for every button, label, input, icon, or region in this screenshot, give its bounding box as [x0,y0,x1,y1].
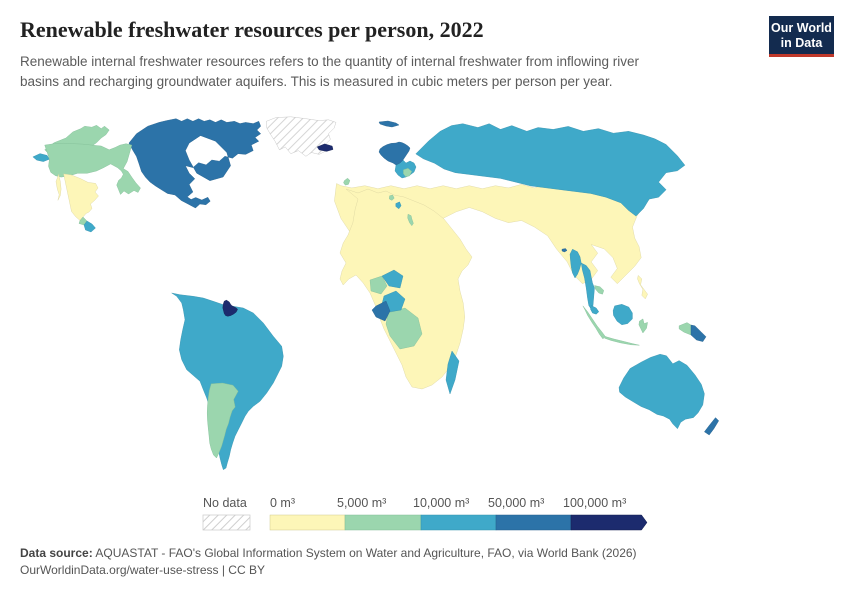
svg-text:0 m³: 0 m³ [270,496,295,510]
svg-text:100,000 m³: 100,000 m³ [563,496,626,510]
svg-text:5,000 m³: 5,000 m³ [337,496,386,510]
svg-text:50,000 m³: 50,000 m³ [488,496,544,510]
svg-text:10,000 m³: 10,000 m³ [413,496,469,510]
svg-text:No data: No data [203,496,247,510]
